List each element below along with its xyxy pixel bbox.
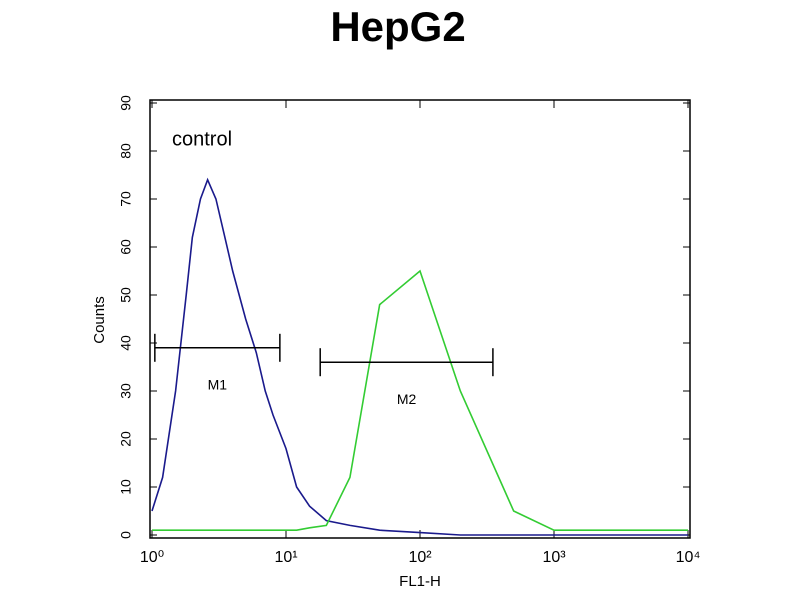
x-tick-label: 10⁴ xyxy=(676,549,701,566)
chart-title: HepG2 xyxy=(330,3,465,50)
y-tick-label: 70 xyxy=(118,191,134,207)
annotation: control xyxy=(172,128,232,150)
y-tick-label: 50 xyxy=(118,287,134,303)
y-axis-label: Counts xyxy=(91,296,108,344)
plot-frame xyxy=(149,99,691,539)
y-tick-label: 60 xyxy=(118,239,134,255)
y-tick-label: 90 xyxy=(118,95,134,111)
y-tick-label: 10 xyxy=(118,479,134,495)
x-axis-label: FL1-H xyxy=(399,573,441,590)
y-tick-label: 80 xyxy=(118,143,134,159)
x-tick-label: 10³ xyxy=(542,549,566,566)
marker-label: M1 xyxy=(208,377,228,393)
x-tick-label: 10¹ xyxy=(274,549,297,566)
marker-label: M2 xyxy=(397,391,417,407)
series-line xyxy=(152,269,688,532)
y-tick-label: 30 xyxy=(118,383,134,399)
x-tick-label: 10² xyxy=(408,549,432,566)
series-line xyxy=(151,177,688,536)
y-tick-label: 0 xyxy=(118,531,134,539)
x-tick-label: 10⁰ xyxy=(140,549,164,566)
y-tick-label: 40 xyxy=(118,335,134,351)
y-tick-label: 20 xyxy=(118,431,134,447)
